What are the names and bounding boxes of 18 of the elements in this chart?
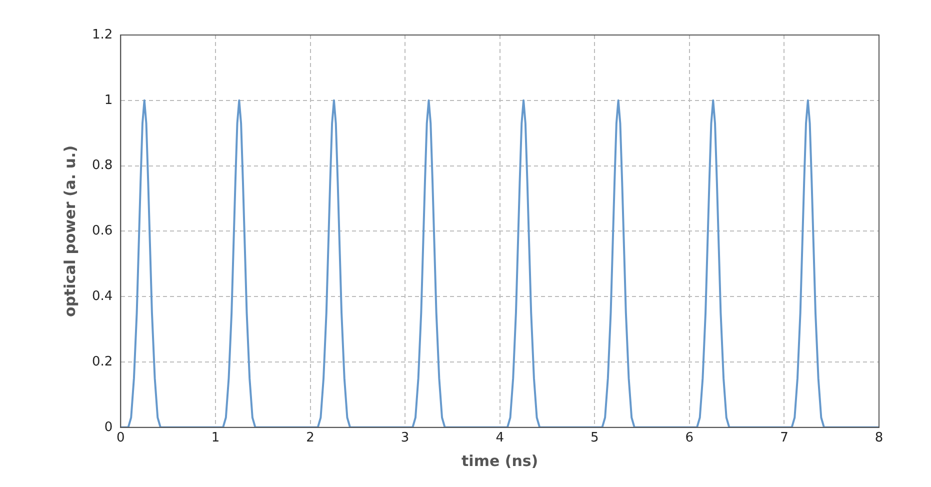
x-tick-label: 3 — [400, 430, 410, 446]
x-tick-label: 6 — [685, 430, 694, 446]
y-tick-label: 0 — [104, 420, 113, 435]
x-tick-label: 4 — [496, 430, 504, 446]
y-tick-label: 0.4 — [92, 288, 113, 304]
y-axis-title: optical power (a. u.) — [60, 145, 79, 317]
y-tick-label: 0.6 — [92, 224, 113, 239]
y-tick-label: 0.2 — [92, 354, 113, 370]
x-tick-label: 1 — [211, 430, 220, 446]
y-tick-label: 1 — [104, 92, 113, 108]
x-axis-title: time (ns) — [462, 452, 538, 470]
y-tick-label: 1.2 — [92, 27, 113, 42]
x-tick-label: 5 — [590, 430, 599, 446]
x-tick-label: 0 — [116, 430, 125, 446]
x-tick-label: 7 — [780, 430, 788, 446]
x-tick-label: 2 — [306, 430, 314, 446]
y-tick-label: 0.8 — [92, 158, 113, 174]
x-tick-label: 8 — [874, 430, 884, 446]
